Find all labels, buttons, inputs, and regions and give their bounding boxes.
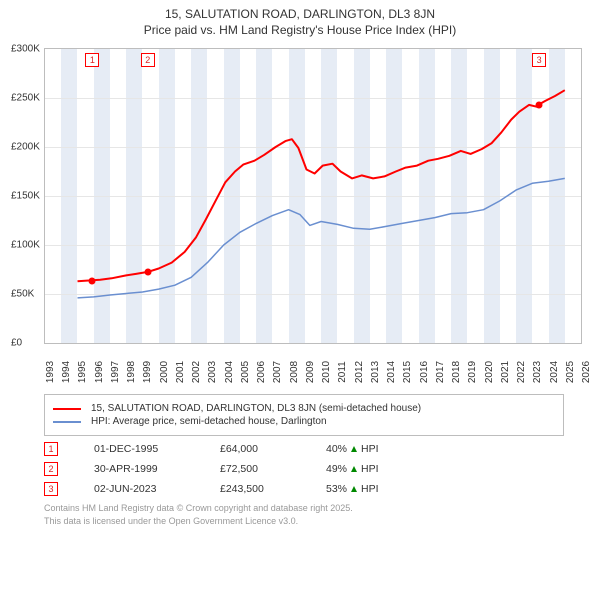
sale-marker-1: 1: [85, 53, 99, 67]
sale-date: 01-DEC-1995: [94, 443, 184, 455]
sale-hpi-pct: 40%: [326, 443, 347, 455]
sale-date: 02-JUN-2023: [94, 483, 184, 495]
x-tick-label: 2012: [354, 352, 365, 392]
x-tick-label: 2014: [386, 352, 397, 392]
x-tick-label: 1999: [142, 352, 153, 392]
sale-price: £243,500: [220, 483, 290, 495]
sale-date: 30-APR-1999: [94, 463, 184, 475]
x-tick-label: 2024: [549, 352, 560, 392]
legend-label: 15, SALUTATION ROAD, DARLINGTON, DL3 8JN…: [91, 403, 421, 414]
x-tick-label: 2015: [402, 352, 413, 392]
x-tick-label: 2025: [565, 352, 576, 392]
chart-lines-svg: [45, 49, 581, 343]
chart-plot: £0£50K£100K£150K£200K£250K£300K199319941…: [44, 48, 582, 344]
x-tick-label: 2004: [224, 352, 235, 392]
series-hpi: [78, 179, 565, 299]
chart-legend: 15, SALUTATION ROAD, DARLINGTON, DL3 8JN…: [44, 394, 564, 436]
sale-row: 1 01-DEC-1995 £64,000 40% HPI: [44, 442, 590, 456]
sale-price: £64,000: [220, 443, 290, 455]
arrow-up-icon: [351, 466, 357, 472]
x-tick-label: 2026: [581, 352, 592, 392]
y-tick-label: £150K: [11, 191, 45, 202]
series-price_paid: [78, 91, 565, 282]
sale-point: [89, 277, 96, 284]
y-tick-label: £100K: [11, 240, 45, 251]
y-tick-label: £0: [11, 338, 45, 349]
footer-attribution: Contains HM Land Registry data © Crown c…: [44, 502, 590, 526]
x-tick-label: 2001: [175, 352, 186, 392]
x-tick-label: 2016: [419, 352, 430, 392]
x-tick-label: 1998: [126, 352, 137, 392]
legend-row: 15, SALUTATION ROAD, DARLINGTON, DL3 8JN…: [53, 403, 555, 414]
title-line-2: Price paid vs. HM Land Registry's House …: [10, 22, 590, 38]
x-tick-label: 2022: [516, 352, 527, 392]
x-tick-label: 2017: [435, 352, 446, 392]
sale-hpi-label: HPI: [361, 463, 379, 475]
sale-index-box: 3: [44, 482, 58, 496]
x-tick-label: 2009: [305, 352, 316, 392]
sale-point: [144, 269, 151, 276]
chart-title: 15, SALUTATION ROAD, DARLINGTON, DL3 8JN…: [10, 6, 590, 38]
sale-row: 3 02-JUN-2023 £243,500 53% HPI: [44, 482, 590, 496]
sale-hpi: 49% HPI: [326, 463, 379, 475]
y-tick-label: £300K: [11, 44, 45, 55]
x-tick-label: 2005: [240, 352, 251, 392]
sale-hpi-pct: 49%: [326, 463, 347, 475]
x-tick-label: 1997: [110, 352, 121, 392]
x-tick-label: 2007: [272, 352, 283, 392]
sales-table: 1 01-DEC-1995 £64,000 40% HPI 2 30-APR-1999 £72…: [44, 442, 590, 496]
sale-marker-2: 2: [141, 53, 155, 67]
footer-line-2: This data is licensed under the Open Gov…: [44, 515, 590, 527]
x-tick-label: 2003: [207, 352, 218, 392]
x-tick-label: 2018: [451, 352, 462, 392]
y-tick-label: £250K: [11, 93, 45, 104]
arrow-up-icon: [351, 486, 357, 492]
legend-label: HPI: Average price, semi-detached house,…: [91, 416, 327, 427]
x-tick-label: 2021: [500, 352, 511, 392]
sale-hpi: 53% HPI: [326, 483, 379, 495]
sale-hpi-pct: 53%: [326, 483, 347, 495]
title-line-1: 15, SALUTATION ROAD, DARLINGTON, DL3 8JN: [10, 6, 590, 22]
sale-hpi: 40% HPI: [326, 443, 379, 455]
footer-line-1: Contains HM Land Registry data © Crown c…: [44, 502, 590, 514]
x-tick-label: 1995: [77, 352, 88, 392]
x-tick-label: 2011: [337, 352, 348, 392]
sale-marker-3: 3: [532, 53, 546, 67]
legend-row: HPI: Average price, semi-detached house,…: [53, 416, 555, 427]
x-tick-label: 2000: [159, 352, 170, 392]
x-tick-label: 2008: [289, 352, 300, 392]
legend-swatch: [53, 421, 81, 423]
x-tick-label: 2023: [532, 352, 543, 392]
x-tick-label: 2019: [467, 352, 478, 392]
sale-price: £72,500: [220, 463, 290, 475]
y-tick-label: £200K: [11, 142, 45, 153]
sale-hpi-label: HPI: [361, 443, 379, 455]
x-tick-label: 2010: [321, 352, 332, 392]
x-tick-label: 1994: [61, 352, 72, 392]
sale-hpi-label: HPI: [361, 483, 379, 495]
legend-swatch: [53, 408, 81, 410]
sale-index-box: 1: [44, 442, 58, 456]
x-tick-label: 2013: [370, 352, 381, 392]
chart-area: £0£50K£100K£150K£200K£250K£300K199319941…: [10, 44, 590, 384]
x-tick-label: 1996: [94, 352, 105, 392]
sale-index-box: 2: [44, 462, 58, 476]
sale-point: [536, 101, 543, 108]
x-tick-label: 1993: [45, 352, 56, 392]
arrow-up-icon: [351, 446, 357, 452]
y-tick-label: £50K: [11, 289, 45, 300]
sale-row: 2 30-APR-1999 £72,500 49% HPI: [44, 462, 590, 476]
x-tick-label: 2002: [191, 352, 202, 392]
x-tick-label: 2020: [484, 352, 495, 392]
x-tick-label: 2006: [256, 352, 267, 392]
